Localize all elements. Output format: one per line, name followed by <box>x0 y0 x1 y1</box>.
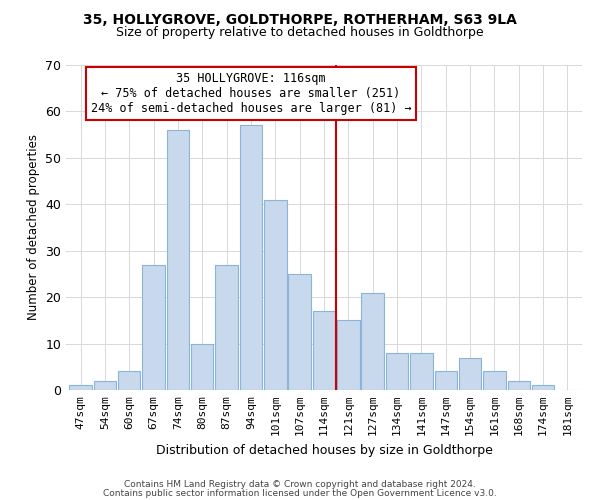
Bar <box>264 200 287 390</box>
Bar <box>167 130 189 390</box>
Bar <box>483 372 506 390</box>
Text: 35 HOLLYGROVE: 116sqm
← 75% of detached houses are smaller (251)
24% of semi-det: 35 HOLLYGROVE: 116sqm ← 75% of detached … <box>91 72 411 115</box>
Bar <box>142 264 165 390</box>
X-axis label: Distribution of detached houses by size in Goldthorpe: Distribution of detached houses by size … <box>155 444 493 456</box>
Text: Contains HM Land Registry data © Crown copyright and database right 2024.: Contains HM Land Registry data © Crown c… <box>124 480 476 489</box>
Bar <box>532 386 554 390</box>
Bar <box>240 126 262 390</box>
Bar <box>215 264 238 390</box>
Bar <box>118 372 140 390</box>
Bar <box>434 372 457 390</box>
Y-axis label: Number of detached properties: Number of detached properties <box>26 134 40 320</box>
Bar <box>508 380 530 390</box>
Bar <box>410 353 433 390</box>
Bar <box>337 320 359 390</box>
Bar <box>313 311 335 390</box>
Text: 35, HOLLYGROVE, GOLDTHORPE, ROTHERHAM, S63 9LA: 35, HOLLYGROVE, GOLDTHORPE, ROTHERHAM, S… <box>83 12 517 26</box>
Text: Contains public sector information licensed under the Open Government Licence v3: Contains public sector information licen… <box>103 489 497 498</box>
Bar <box>459 358 481 390</box>
Bar <box>94 380 116 390</box>
Bar <box>191 344 214 390</box>
Bar <box>361 292 384 390</box>
Bar <box>70 386 92 390</box>
Text: Size of property relative to detached houses in Goldthorpe: Size of property relative to detached ho… <box>116 26 484 39</box>
Bar <box>386 353 408 390</box>
Bar <box>289 274 311 390</box>
